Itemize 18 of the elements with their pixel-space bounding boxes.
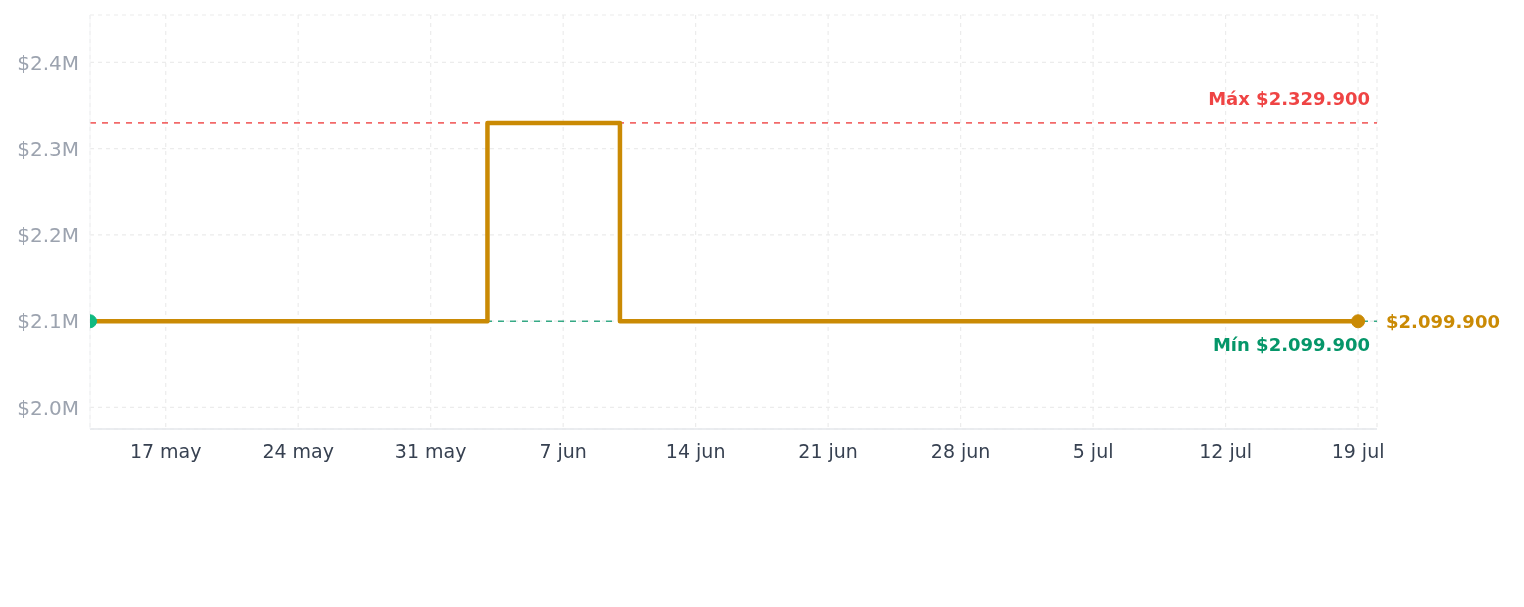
x-tick-label: 24 may	[262, 440, 334, 463]
y-tick-label: $2.0M	[17, 395, 79, 420]
y-tick-label: $2.2M	[17, 223, 79, 248]
x-tick-label: 12 jul	[1199, 440, 1252, 463]
x-tick-label: 5 jul	[1072, 440, 1114, 463]
x-tick-label: 14 jun	[665, 440, 726, 463]
y-tick-label: $2.3M	[17, 136, 79, 161]
x-tick-label: 28 jun	[930, 440, 991, 463]
x-tick-label: 7 jun	[539, 440, 587, 463]
y-tick-label: $2.4M	[17, 50, 79, 75]
x-tick-label: 21 jun	[798, 440, 858, 463]
ref-line-label: Máx $2.329.900	[1208, 88, 1370, 110]
y-tick-label: $2.1M	[17, 309, 79, 334]
annotation: $2.099.900	[1386, 310, 1500, 332]
x-tick-label: 31 may	[394, 440, 467, 463]
x-tick-label: 17 may	[129, 440, 202, 463]
ref-line-label: Mín $2.099.900	[1212, 333, 1370, 355]
x-tick-label: 19 jul	[1331, 440, 1385, 463]
